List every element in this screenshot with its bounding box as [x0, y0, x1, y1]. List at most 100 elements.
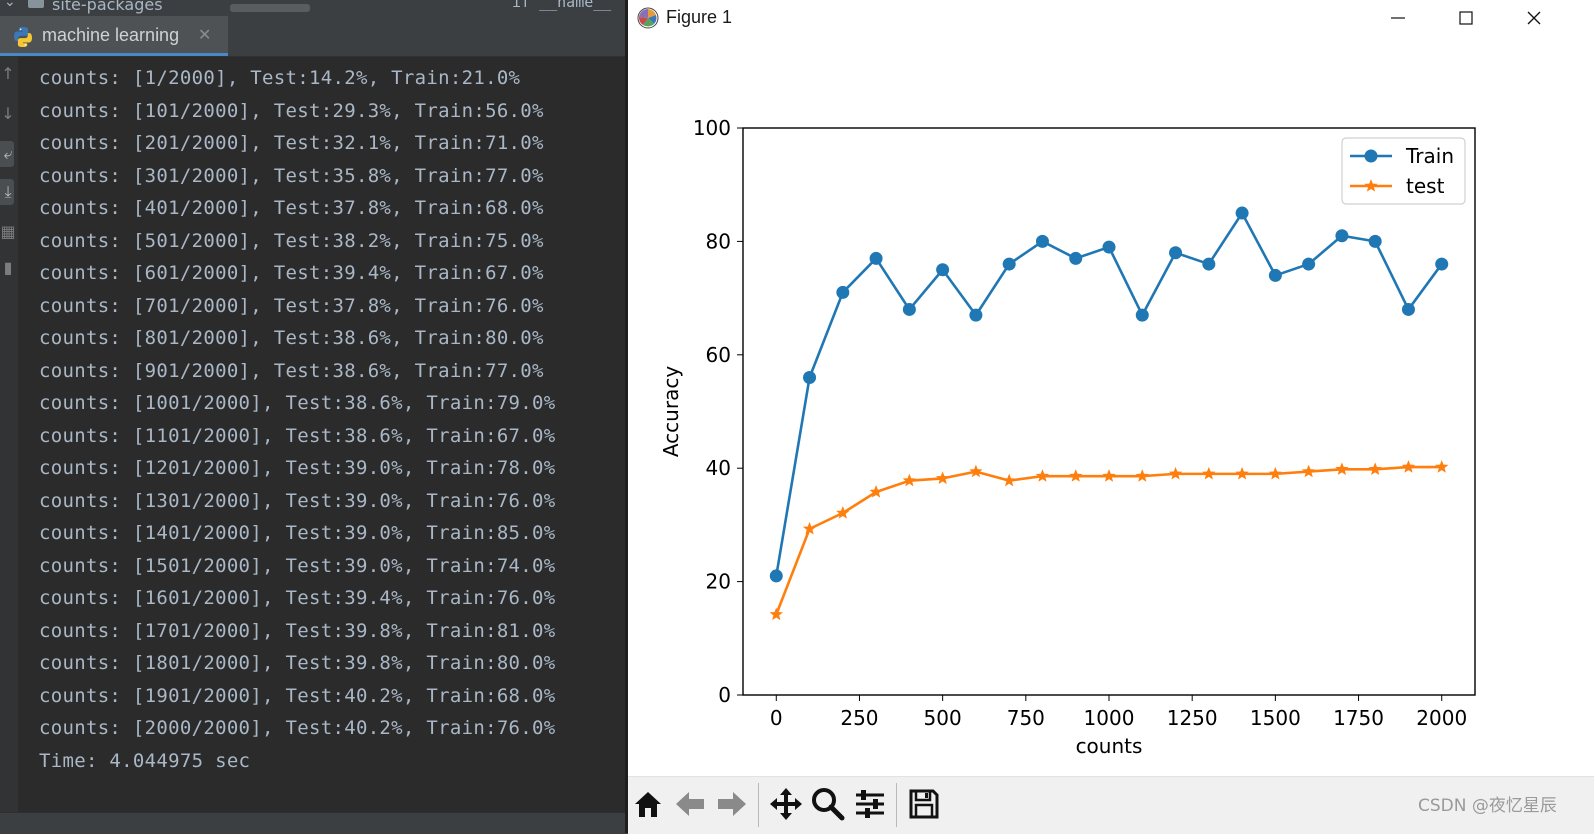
zoom-button[interactable] [808, 780, 848, 828]
scroll-to-end-button[interactable] [0, 179, 14, 205]
up-arrow-icon[interactable]: ↑ [1, 64, 15, 83]
back-button[interactable] [670, 780, 710, 828]
figure-titlebar: Figure 1 [628, 0, 1594, 38]
console-line: counts: [401/2000], Test:37.8%, Train:68… [39, 197, 544, 219]
console-line: counts: [1401/2000], Test:39.0%, Train:8… [39, 522, 556, 544]
forward-button[interactable] [712, 780, 752, 828]
console-output: counts: [1/2000], Test:14.2%, Train:21.0… [39, 62, 556, 777]
scroll-to-end-icon: ⤓ [4, 182, 12, 201]
data-point [1301, 464, 1316, 478]
data-point [769, 607, 783, 621]
console-line: counts: [1801/2000], Test:39.8%, Train:8… [39, 652, 556, 674]
data-point [1002, 257, 1016, 271]
chevron-down-icon[interactable]: ⌄ [4, 0, 16, 10]
data-point [1268, 268, 1282, 282]
data-point [1135, 469, 1149, 482]
console-line: counts: [1101/2000], Test:38.6%, Train:6… [39, 424, 556, 447]
x-tick-label: 250 [840, 706, 878, 730]
zoom-icon [812, 788, 845, 821]
watermark-text: CSDN @夜忆星辰 [1418, 796, 1557, 816]
x-tick-label: 500 [924, 706, 962, 730]
data-point [1401, 460, 1416, 473]
data-point [969, 464, 983, 478]
data-point [1135, 308, 1149, 322]
data-point [1169, 246, 1183, 260]
close-button[interactable] [1500, 0, 1568, 36]
run-tool-window-tabs: machine learning ✕ [0, 16, 635, 57]
data-point [969, 308, 983, 322]
home-icon [635, 792, 661, 817]
console-line: counts: [1301/2000], Test:39.0%, Train:7… [39, 489, 556, 512]
series-test [769, 460, 1449, 621]
close-icon [1527, 11, 1541, 25]
data-point [802, 521, 817, 535]
window-divider [625, 0, 628, 833]
console-line: counts: [2000/2000], Test:40.2%, Train:7… [39, 717, 556, 739]
ide-pane: ⌄ site-packages if __name__ == machine l… [0, 0, 635, 834]
console-line: counts: [901/2000], Test:38.6%, Train:77… [39, 359, 544, 382]
pan-button[interactable] [766, 780, 806, 828]
window-title: Figure 1 [666, 7, 733, 27]
console-line: counts: [1501/2000], Test:39.0%, Train:7… [39, 554, 556, 577]
back-arrow-icon [676, 792, 704, 816]
y-tick-label: 100 [693, 116, 731, 140]
save-icon [909, 789, 939, 819]
data-point [869, 251, 883, 265]
data-point [902, 473, 917, 487]
editor-code-fragment: if __name__ == [512, 0, 612, 16]
data-point [902, 302, 916, 316]
maximize-button[interactable] [1432, 0, 1500, 36]
console-line: counts: [201/2000], Test:32.1%, Train:71… [39, 132, 544, 154]
minimize-button[interactable] [1364, 0, 1432, 36]
forward-arrow-icon [718, 792, 746, 816]
x-tick-label: 1250 [1167, 706, 1218, 730]
y-tick-label: 0 [718, 683, 731, 707]
legend-label: test [1406, 174, 1445, 198]
x-tick-label: 750 [1007, 706, 1045, 730]
data-point [1235, 206, 1249, 220]
scrollbar-thumb[interactable] [230, 4, 310, 12]
data-point [836, 285, 850, 299]
console-line: counts: [101/2000], Test:29.3%, Train:56… [39, 99, 544, 122]
x-tick-label: 1000 [1084, 706, 1135, 730]
configure-subplots-button[interactable] [850, 780, 890, 828]
home-button[interactable] [628, 780, 668, 828]
console-line: counts: [1001/2000], Test:38.6%, Train:7… [39, 392, 556, 414]
data-point [1102, 469, 1116, 482]
data-point [836, 505, 850, 519]
run-tab-label: machine learning [42, 25, 180, 45]
data-point [936, 263, 950, 277]
trash-icon[interactable]: ▮ [3, 258, 13, 277]
data-point [1102, 240, 1116, 254]
console-line: counts: [1201/2000], Test:39.0%, Train:7… [39, 457, 556, 479]
x-tick-label: 1500 [1250, 706, 1301, 730]
data-point [869, 485, 883, 498]
maximize-icon [1459, 11, 1473, 25]
down-arrow-icon[interactable]: ↓ [1, 104, 15, 123]
data-point [1435, 460, 1449, 473]
close-tab-icon[interactable]: ✕ [198, 25, 212, 44]
axes-frame [742, 127, 1476, 696]
python-icon [14, 27, 32, 47]
data-point [1168, 466, 1183, 480]
console-line: counts: [1601/2000], Test:39.4%, Train:7… [39, 587, 556, 609]
data-point [1069, 251, 1083, 265]
legend: Train test [1341, 137, 1466, 205]
tab-machine-learning[interactable]: machine learning ✕ [0, 16, 228, 56]
legend-marker [1364, 179, 1378, 192]
project-tree-strip: ⌄ site-packages if __name__ == [0, 0, 635, 16]
configure-subplots-icon [856, 790, 884, 818]
data-point [1335, 229, 1349, 243]
legend-marker [1364, 149, 1378, 163]
data-point [1368, 462, 1382, 475]
soft-wrap-button[interactable] [0, 141, 14, 167]
data-point [1368, 234, 1382, 248]
print-icon[interactable]: ▦ [0, 222, 16, 241]
soft-wrap-icon: ⤶ [3, 144, 13, 163]
x-tick-label: 1750 [1333, 706, 1384, 730]
data-point [1435, 257, 1449, 271]
data-point [1235, 466, 1249, 480]
console-line: Time: 4.044975 sec [39, 749, 251, 772]
save-button[interactable] [904, 780, 944, 828]
project-item-site-packages[interactable]: site-packages [52, 0, 163, 14]
